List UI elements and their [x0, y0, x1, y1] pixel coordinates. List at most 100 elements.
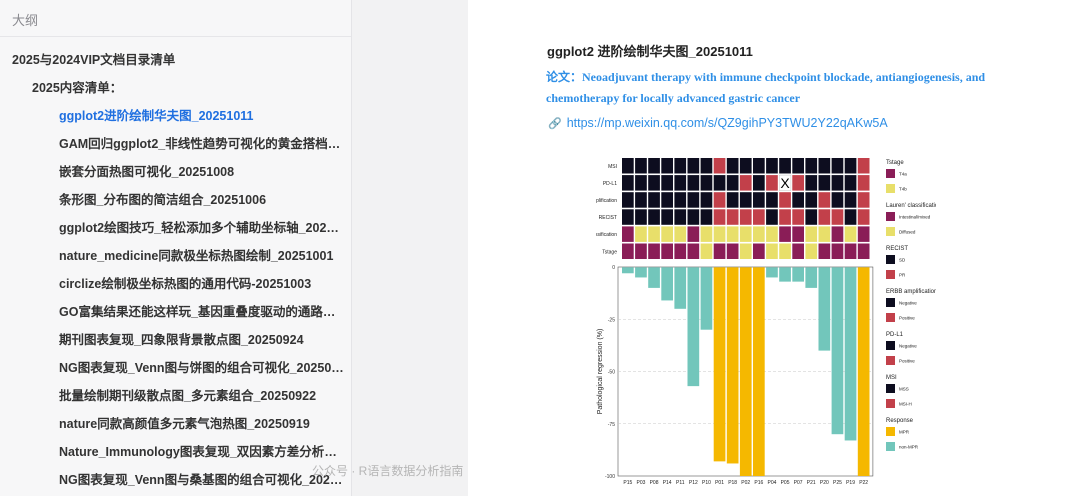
heatmap-cell: [674, 175, 687, 191]
legend-swatch: [886, 427, 895, 436]
x-tick-label: P15: [623, 480, 632, 486]
outline-item[interactable]: NG图表复现_Venn图与桑基图的组合可视化_20250914: [59, 473, 345, 487]
outline-divider: [0, 36, 351, 37]
heatmap-cell: [857, 243, 870, 259]
outline-item[interactable]: nature_medicine同款极坐标热图绘制_20251001: [59, 249, 334, 263]
heatmap-cell: [753, 209, 765, 225]
heatmap-row-label: ERBB amplification: [596, 198, 617, 204]
heatmap-cell: [818, 209, 831, 225]
legend-swatch: [886, 384, 895, 393]
heatmap-cell: [687, 243, 700, 259]
x-tick-label: P16: [754, 480, 763, 486]
heatmap-cell: [648, 158, 660, 174]
paper-citation-line1: 论文：Neoadjuvant therapy with immune check…: [546, 68, 985, 85]
article-link[interactable]: 🔗 https://mp.weixin.qq.com/s/QZ9gihPY3TWU…: [548, 116, 888, 130]
x-tick-label: P21: [807, 480, 816, 486]
outline-item[interactable]: nature同款高颜值多元素气泡热图_20250919: [59, 417, 310, 431]
heatmap-cell: [713, 243, 726, 259]
legend-label: MPR: [899, 430, 910, 435]
legend-label: Negative: [899, 344, 917, 349]
x-tick-label: P25: [833, 480, 842, 486]
bar: [739, 267, 752, 476]
heatmap-cell: [792, 192, 804, 208]
heatmap-cell: [726, 175, 739, 191]
bar: [648, 267, 660, 288]
bar: [766, 267, 778, 278]
heatmap-cell: [726, 192, 739, 208]
bar: [674, 267, 687, 309]
outline-item[interactable]: 2025内容清单：: [32, 81, 123, 95]
legend-swatch: [886, 270, 895, 279]
heatmap-cell: [700, 158, 713, 174]
heatmap-cell: [857, 175, 870, 191]
bar: [792, 267, 804, 282]
article-link-url[interactable]: https://mp.weixin.qq.com/s/QZ9gihPY3TWU2…: [566, 116, 888, 130]
heatmap-cell: [700, 175, 713, 191]
legend-swatch: [886, 227, 895, 236]
waterfall-heatmap-chart: MSI PD-L1 X ERBB amplification RECIST Lauren'…: [571, 158, 942, 486]
heatmap-cell: [661, 226, 673, 242]
heatmap-cell: [713, 192, 726, 208]
x-tick-label: P01: [715, 480, 724, 486]
bar: [857, 267, 870, 476]
x-tick-label: P05: [781, 480, 790, 486]
legend-title: RECIST: [886, 246, 908, 252]
heatmap-cell: [739, 226, 752, 242]
heatmap-cell: [635, 226, 647, 242]
outline-item[interactable]: 嵌套分面热图可视化_20251008: [59, 165, 235, 179]
bar: [726, 267, 739, 464]
heatmap-cell: [831, 226, 844, 242]
heatmap-cell: [818, 158, 831, 174]
outline-item[interactable]: 期刊图表复现_四象限背景散点图_20250924: [59, 333, 304, 347]
heatmap-cell: [792, 158, 804, 174]
bar: [635, 267, 647, 278]
heatmap-cell: [857, 192, 870, 208]
outline-item[interactable]: circlize绘制极坐标热图的通用代码-20251003: [59, 277, 312, 291]
x-tick-label: P10: [702, 480, 711, 486]
heatmap-cell: [739, 192, 752, 208]
page-margin: [351, 0, 468, 496]
outline-header: 大纲: [12, 13, 39, 28]
heatmap-cell: [687, 192, 700, 208]
x-tick-label: P14: [663, 480, 672, 486]
outline-item[interactable]: 批量绘制期刊级散点图_多元素组合_20250922: [59, 389, 317, 403]
outline-item[interactable]: 条形图_分布图的简洁组合_20251006: [59, 193, 267, 207]
legend-swatch: [886, 255, 895, 264]
outline-item[interactable]: ggplot2绘图技巧_轻松添加多个辅助坐标轴_20251005: [59, 221, 345, 235]
outline-item[interactable]: Nature_Immunology图表复现_双因素方差分析加持...: [59, 445, 345, 459]
heatmap-cell: [700, 243, 713, 259]
heatmap-cell: [622, 209, 634, 225]
heatmap-row-label: MSI: [608, 164, 617, 170]
legend-swatch: [886, 169, 895, 178]
heatmap-cell: [766, 158, 778, 174]
heatmap-cell: [635, 192, 647, 208]
heatmap-cell: [766, 192, 778, 208]
legend-swatch: [886, 184, 895, 193]
heatmap-cell: [779, 226, 791, 242]
x-tick-label: P04: [767, 480, 776, 486]
heatmap-cell: [648, 226, 660, 242]
heatmap-cell: [766, 243, 778, 259]
outline-item[interactable]: NG图表复现_Venn图与饼图的组合可视化_20250923: [59, 361, 345, 375]
legend-label: SD: [899, 258, 906, 263]
heatmap-cell: [753, 243, 765, 259]
heatmap-cell: [844, 226, 857, 242]
legend-title: Tstage: [886, 160, 904, 166]
heatmap-cell: [805, 158, 818, 174]
outline-item[interactable]: ggplot2进阶绘制华夫图_20251011: [59, 109, 254, 123]
heatmap-cell: [792, 209, 804, 225]
x-tick-label: P20: [820, 480, 829, 486]
outline-item[interactable]: GO富集结果还能这样玩_基因重叠度驱动的通路相似性..: [59, 305, 345, 319]
chart-figure: MSI PD-L1 X ERBB amplification RECIST Lauren'…: [571, 150, 942, 495]
heatmap-cell: [648, 243, 660, 259]
outline-item[interactable]: GAM回归ggplot2_非线性趋势可视化的黄金搭档_202...: [59, 137, 345, 151]
heatmap-cell: [622, 192, 634, 208]
x-tick-label: P18: [728, 480, 737, 486]
y-tick-label: -50: [608, 370, 615, 376]
heatmap-cell: [857, 158, 870, 174]
bar: [805, 267, 818, 288]
y-tick-label: -25: [608, 317, 615, 323]
bar: [753, 267, 765, 476]
outline-item[interactable]: 2025与2024VIP文档目录清单: [12, 53, 176, 67]
legend-title: ERBB amplification: [886, 289, 936, 295]
